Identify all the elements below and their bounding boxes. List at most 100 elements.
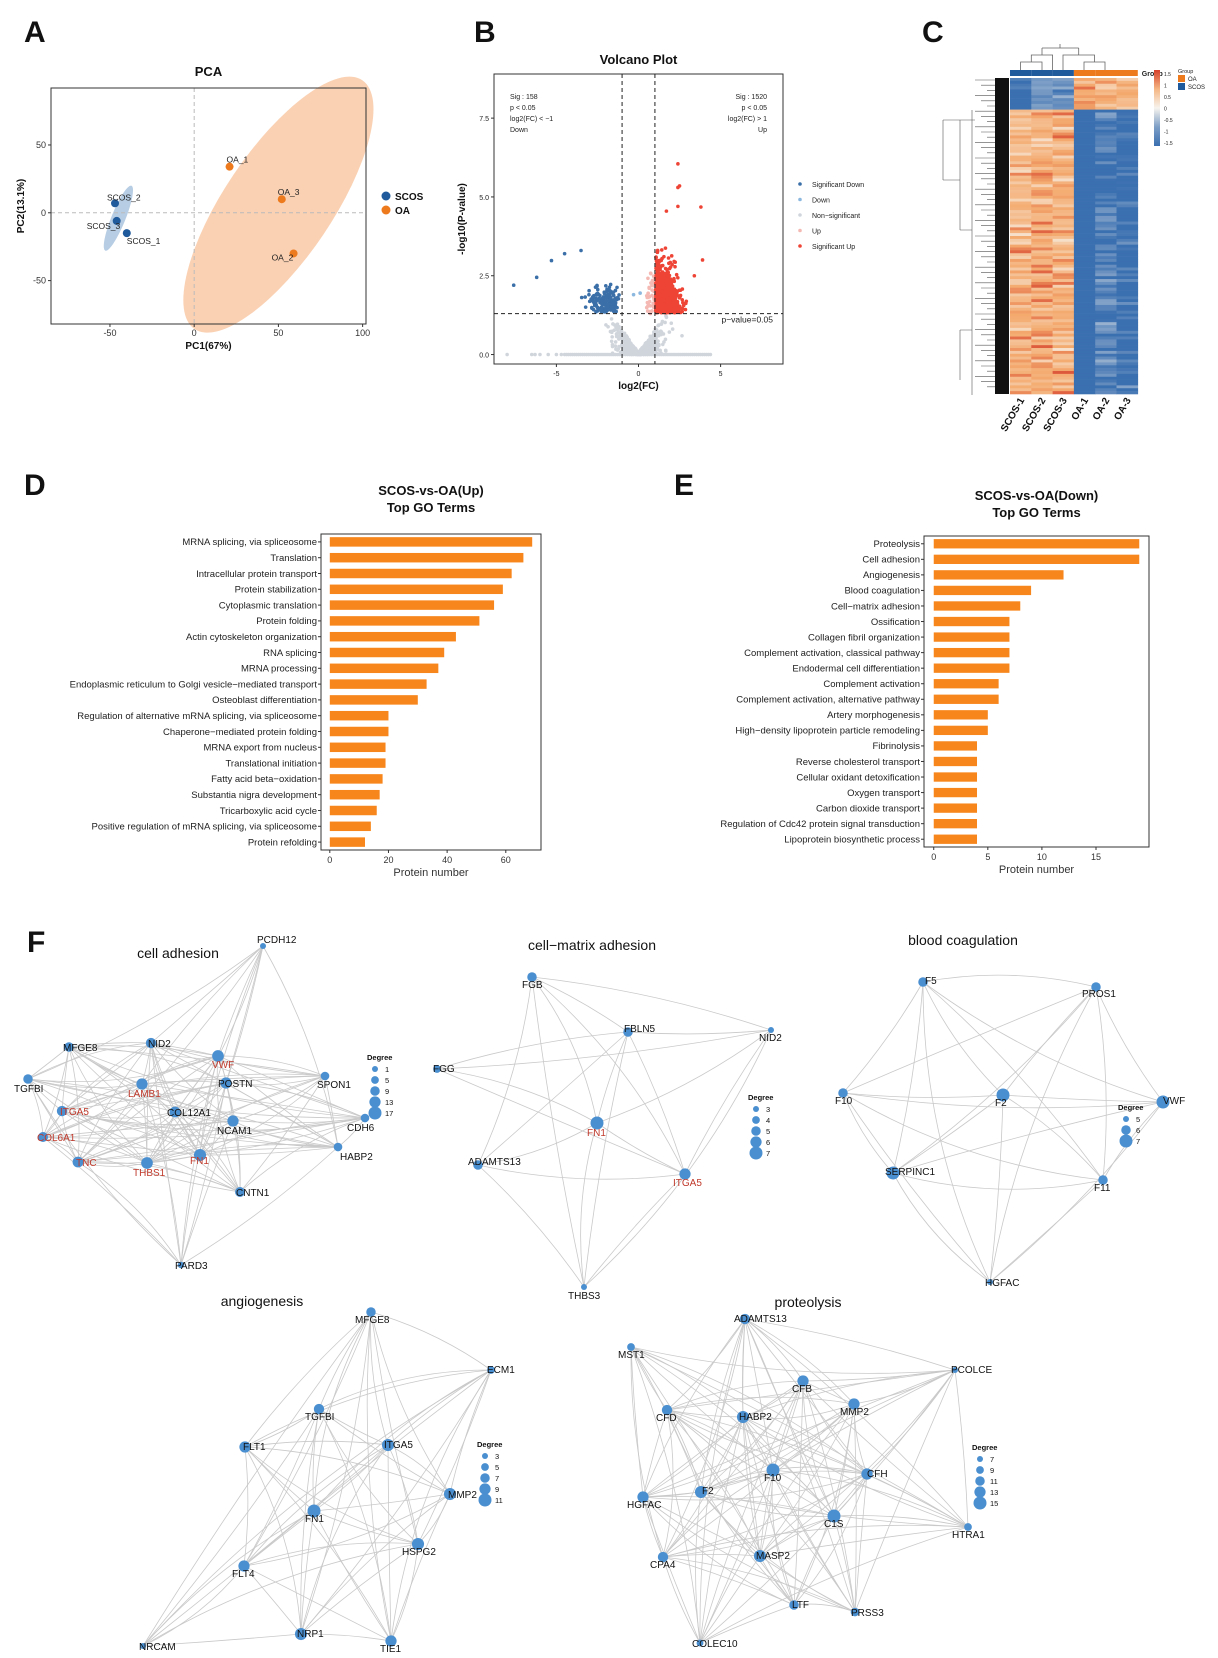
heatmap-cell [1052,342,1075,346]
network-node-vwf [1156,1095,1170,1109]
pca-x-axis-label: PC1(67%) [185,341,231,352]
heatmap-cell [1116,270,1139,274]
heatmap-cell [1095,224,1117,228]
heatmap-cell [1095,267,1117,271]
volcano-point-sig-down [605,287,609,292]
network-edge [244,1440,389,1448]
go-chart-title: SCOS-vs-OA(Down) [975,488,1099,503]
heatmap-cell [1010,327,1032,332]
network-edge [531,976,629,1033]
heatmap-cell [1073,345,1096,349]
volcano-point-sig-down [611,290,616,294]
heatmap-cell [1010,376,1032,380]
network-edge [853,1403,857,1613]
pca-plot-frame [50,87,367,325]
heatmap-cell [1052,184,1075,188]
heatmap-cell [1052,267,1075,271]
go-x-axis-label: Protein number [999,864,1075,876]
network-edge [866,1369,956,1475]
heatmap-cell [1010,175,1032,179]
heatmap-cell [1031,121,1053,125]
heatmap-cell [1073,230,1096,234]
volcano-legend-label: Down [812,198,830,205]
heatmap-cell [1116,227,1139,231]
volcano-point-nonsig [637,352,642,356]
heatmap-cell [1052,281,1075,286]
network-node-fn1 [307,1504,321,1518]
go-category-label: Carbon dioxide transport [816,803,920,814]
heatmap-cell [1052,362,1075,366]
heatmap-cell [1116,293,1139,297]
network-edge [318,1369,492,1410]
heatmap-cell [1010,210,1032,214]
heatmap-cell [1095,161,1117,165]
heatmap-cell [1116,253,1139,257]
heatmap-cell [1052,385,1075,389]
heatmap-cell [1010,253,1032,257]
volcano-point-sig-up [676,275,680,280]
heatmap-cell [1095,103,1117,108]
go-bar [329,552,524,563]
network-edge [662,1318,746,1558]
heatmap-cell [1010,258,1032,263]
panel-letter-e: E [674,469,694,502]
go-category-label: Protein folding [256,616,317,627]
volcano-point-nonsig [643,344,647,348]
network-node-label: SPON1 [317,1080,351,1091]
heatmap-cell [1031,187,1053,191]
heatmap-cell [1010,296,1032,300]
network-edge [244,1446,315,1512]
network-edge [243,1565,392,1642]
heatmap-cell [1052,109,1075,113]
network-node-label: F10 [835,1096,853,1107]
heatmap-cell [1095,227,1117,231]
volcano-point-sig-up [667,282,672,287]
volcano-point-sig-up [675,293,679,297]
go-bar [329,600,495,610]
volcano-point-nonsig [642,352,646,356]
network-edge [217,1055,339,1148]
network-node-masp2 [753,1549,767,1563]
heatmap-cell [1116,313,1139,317]
network-edge [531,976,598,1124]
network-node-label: FBLN5 [624,1024,656,1035]
heatmap-cell [1010,115,1032,119]
network-cell-matrix-adhesion: FGBFBLN5NID2FGGFN1ADAMTS13ITGA5THBS3cell… [433,937,782,1302]
network-edge [699,1555,761,1644]
heatmap-cell [1116,379,1139,383]
network-edge [742,1403,855,1419]
volcano-point-sig-down [587,292,591,297]
network-edge [699,1416,744,1644]
heatmap-cell [1052,175,1075,179]
network-node-serpinc1 [886,1166,900,1180]
heatmap-cell [1116,233,1139,237]
heatmap-cell [1073,149,1096,153]
network-node-nid2 [768,1027,774,1033]
heatmap-cell [1052,276,1075,280]
heatmap-cell [1031,247,1053,251]
heatmap-cell [1095,327,1117,332]
network-degree-legend-value: 17 [385,1109,393,1118]
volcano-point-sig-up [669,296,673,300]
heatmap-cell [1052,233,1075,237]
heatmap-cell [1116,316,1139,320]
network-edge [630,1346,835,1517]
heatmap-cell [1073,388,1096,392]
heatmap-cell [1052,103,1075,108]
pca-point-scos_3 [112,216,121,225]
network-degree-legend-title: Degree [1118,1103,1143,1112]
heatmap-cell [1052,92,1075,96]
volcano-point-sig-up [662,298,666,302]
heatmap-cell [1010,109,1032,113]
heatmap-cell [1052,167,1075,171]
network-node-label: HGFAC [985,1278,1019,1289]
pca-point-label: SCOS_3 [87,221,121,231]
network-node-tnc [72,1156,84,1168]
network-node-label: ITGA5 [60,1107,89,1118]
go-category-label: RNA splicing [263,648,317,659]
network-edge [142,1633,302,1647]
heatmap-cell [1073,115,1096,119]
network-node-fbln5 [623,1027,633,1037]
go-bar [933,539,1140,549]
heatmap-cell [1052,333,1075,337]
